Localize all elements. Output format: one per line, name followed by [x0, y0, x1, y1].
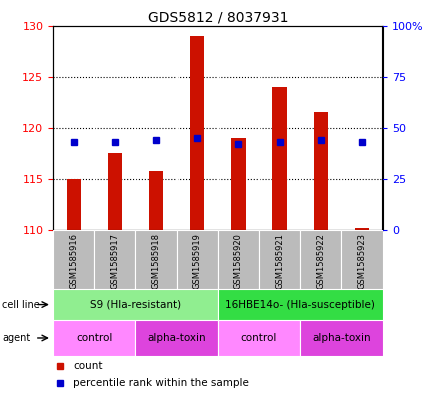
- Text: GSM1585916: GSM1585916: [69, 233, 78, 289]
- Text: alpha-toxin: alpha-toxin: [147, 333, 206, 343]
- Bar: [136, 320, 218, 356]
- Text: percentile rank within the sample: percentile rank within the sample: [73, 378, 249, 388]
- Bar: [259, 230, 300, 289]
- Bar: [231, 138, 246, 230]
- Bar: [136, 230, 177, 289]
- Bar: [53, 320, 136, 356]
- Text: GSM1585920: GSM1585920: [234, 233, 243, 289]
- Bar: [108, 153, 122, 230]
- Bar: [149, 171, 163, 230]
- Text: control: control: [241, 333, 277, 343]
- Bar: [177, 230, 218, 289]
- Text: GSM1585917: GSM1585917: [110, 233, 119, 289]
- Text: cell line: cell line: [2, 299, 40, 310]
- Text: count: count: [73, 360, 102, 371]
- Bar: [53, 289, 218, 320]
- Bar: [66, 179, 81, 230]
- Title: GDS5812 / 8037931: GDS5812 / 8037931: [147, 10, 288, 24]
- Text: alpha-toxin: alpha-toxin: [312, 333, 371, 343]
- Bar: [94, 230, 136, 289]
- Text: GSM1585919: GSM1585919: [193, 233, 202, 289]
- Text: S9 (Hla-resistant): S9 (Hla-resistant): [90, 299, 181, 310]
- Bar: [218, 230, 259, 289]
- Text: GSM1585921: GSM1585921: [275, 233, 284, 289]
- Text: control: control: [76, 333, 113, 343]
- Bar: [300, 320, 383, 356]
- Text: GSM1585923: GSM1585923: [357, 233, 366, 289]
- Bar: [218, 320, 300, 356]
- Text: 16HBE14o- (Hla-susceptible): 16HBE14o- (Hla-susceptible): [225, 299, 375, 310]
- Text: GSM1585922: GSM1585922: [316, 233, 325, 289]
- Bar: [341, 230, 382, 289]
- Text: agent: agent: [2, 333, 30, 343]
- Bar: [218, 289, 382, 320]
- Bar: [53, 230, 94, 289]
- Bar: [272, 87, 287, 230]
- Bar: [355, 228, 369, 230]
- Bar: [314, 112, 328, 230]
- Bar: [300, 230, 341, 289]
- Bar: [190, 36, 204, 230]
- Text: GSM1585918: GSM1585918: [152, 233, 161, 289]
